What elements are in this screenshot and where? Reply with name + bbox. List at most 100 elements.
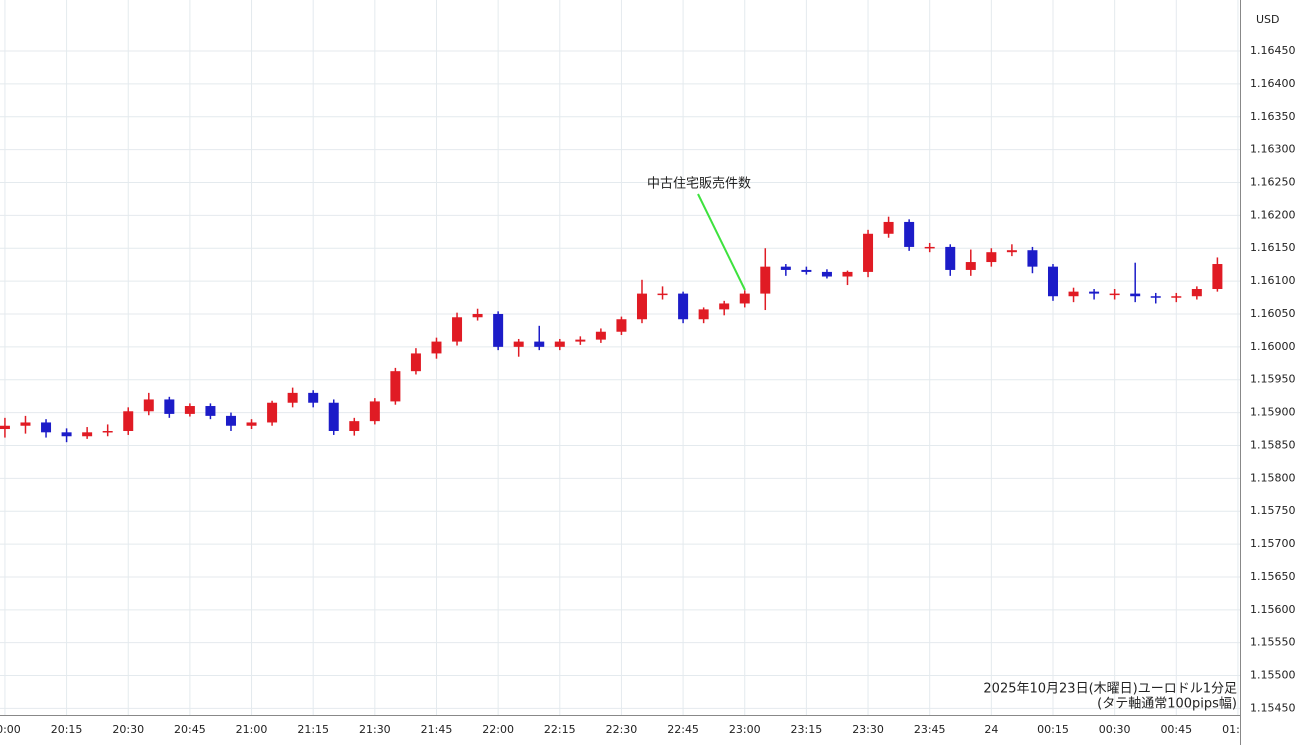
x-tick-label: 22:00 — [482, 723, 514, 736]
candle-body — [739, 293, 750, 304]
candle-body — [20, 422, 31, 426]
x-tick-label: 21:30 — [359, 723, 391, 736]
x-tick-label: 22:30 — [606, 723, 638, 736]
y-tick-label: 1.15750 — [1250, 504, 1296, 517]
candle-body — [431, 341, 442, 354]
y-tick-label: 1.16100 — [1250, 274, 1296, 287]
candle-body — [349, 421, 360, 431]
y-tick-label: 1.15600 — [1250, 603, 1296, 616]
x-tick-label: 23:15 — [791, 723, 823, 736]
x-tick-label: 23:30 — [852, 723, 884, 736]
candle-body — [1109, 293, 1120, 296]
candle-body — [883, 221, 894, 234]
y-tick-label: 1.15500 — [1250, 669, 1296, 682]
x-tick-label: 20:00 — [0, 723, 21, 736]
candle-body — [945, 246, 956, 270]
candle-body — [184, 406, 195, 414]
candle-body — [267, 402, 278, 423]
candle-body — [1212, 264, 1223, 289]
currency-label: USD — [1256, 13, 1280, 26]
candle-body — [698, 309, 709, 320]
candle-body — [904, 221, 915, 247]
candle-body — [863, 233, 874, 272]
y-tick-label: 1.16050 — [1250, 307, 1296, 320]
candle-body — [0, 425, 10, 430]
x-tick-label: 00:30 — [1099, 723, 1131, 736]
candle-body — [595, 331, 606, 340]
candle-body — [123, 411, 134, 431]
candle-body — [308, 392, 319, 403]
candle-body — [1068, 291, 1079, 297]
candle-body — [472, 313, 483, 318]
candle-body — [554, 341, 565, 347]
y-tick-label: 1.16350 — [1250, 110, 1296, 123]
candle-body — [61, 432, 72, 437]
candle-body — [1191, 289, 1202, 297]
x-tick-label: 20:30 — [112, 723, 144, 736]
y-tick-label: 1.16450 — [1250, 44, 1296, 57]
candle-body — [719, 303, 730, 310]
y-tick-label: 1.15900 — [1250, 406, 1296, 419]
candle-body — [924, 246, 935, 249]
y-tick-label: 1.15450 — [1250, 701, 1296, 714]
x-tick-label: 23:00 — [729, 723, 761, 736]
candle-body — [328, 402, 339, 431]
candle-body — [1006, 250, 1017, 253]
y-tick-label: 1.16400 — [1250, 77, 1296, 90]
y-tick-label: 1.15650 — [1250, 570, 1296, 583]
candle-body — [246, 422, 257, 426]
candle-body — [205, 406, 216, 416]
candle-body — [760, 266, 771, 294]
y-tick-label: 1.15700 — [1250, 537, 1296, 550]
candle-body — [821, 271, 832, 277]
candle-body — [1047, 266, 1058, 297]
x-tick-label: 20:45 — [174, 723, 206, 736]
candle-body — [1130, 293, 1141, 297]
x-tick-label: 00:45 — [1160, 723, 1192, 736]
candle-body — [513, 341, 524, 347]
y-tick-label: 1.15800 — [1250, 471, 1296, 484]
y-tick-label: 1.15850 — [1250, 438, 1296, 451]
candle-body — [82, 432, 93, 437]
candle-body — [41, 422, 52, 433]
x-tick-label: 21:00 — [236, 723, 268, 736]
y-tick-label: 1.16250 — [1250, 176, 1296, 189]
y-tick-label: 1.16200 — [1250, 208, 1296, 221]
candle-body — [164, 399, 175, 414]
annotation-pointer — [697, 193, 746, 291]
candle-body — [369, 401, 380, 422]
candle-body — [678, 293, 689, 320]
candle-body — [616, 319, 627, 332]
x-tick-label: 21:45 — [421, 723, 453, 736]
candle-body — [1171, 296, 1182, 298]
x-tick-label: 00:15 — [1037, 723, 1069, 736]
candle-body — [143, 399, 154, 412]
candle-body — [1027, 250, 1038, 267]
candle-body — [780, 266, 791, 270]
candle-body — [102, 431, 113, 433]
x-tick-label: 24 — [984, 723, 998, 736]
candle-body — [410, 353, 421, 372]
x-tick-label: 01:00 — [1222, 723, 1254, 736]
candle-body — [636, 293, 647, 320]
y-tick-label: 1.16150 — [1250, 241, 1296, 254]
candle-body — [452, 317, 463, 342]
y-tick-label: 1.15550 — [1250, 636, 1296, 649]
y-tick-label: 1.16300 — [1250, 143, 1296, 156]
candle-body — [965, 262, 976, 270]
candle-body — [657, 293, 668, 296]
candle-body — [801, 269, 812, 272]
footer-title: 2025年10月23日(木曜日)ユーロドル1分足 — [983, 682, 1237, 697]
candle-body — [986, 252, 997, 263]
candle-body — [1089, 291, 1100, 294]
candle-body — [842, 271, 853, 277]
y-tick-label: 1.16000 — [1250, 340, 1296, 353]
x-tick-label: 22:45 — [667, 723, 699, 736]
x-tick-label: 21:15 — [297, 723, 329, 736]
candle-body — [493, 313, 504, 347]
candle-body — [534, 341, 545, 347]
candle-body — [390, 371, 401, 402]
x-tick-label: 23:45 — [914, 723, 946, 736]
